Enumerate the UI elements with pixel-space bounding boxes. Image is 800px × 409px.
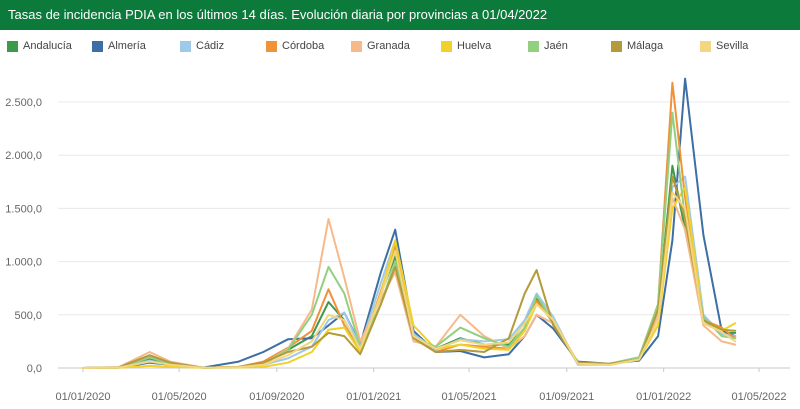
series-line-andalucia [82,164,737,369]
legend-label: Huelva [457,40,492,52]
series-line-granada [82,196,737,369]
x-tick-label: 01/05/2020 [152,391,207,403]
series-line-huelva [82,186,737,369]
series-line-malaga [82,175,737,369]
legend-label: Jaén [544,40,568,52]
y-tick-label: 2.500,0 [5,97,42,109]
y-tick-label: 1.500,0 [5,203,42,215]
legend-swatch [700,40,711,52]
legend-label: Granada [367,40,410,52]
y-tick-label: 500,0 [14,310,42,322]
x-tick-label: 01/09/2020 [249,391,304,403]
legend-item-almeria[interactable]: Almería [92,39,146,53]
x-tick-label: 01/09/2021 [539,391,594,403]
y-tick-label: 2.000,0 [5,150,42,162]
series-line-sevilla [82,191,737,369]
series-line-cadiz [82,175,737,369]
legend-label: Córdoba [282,40,325,52]
legend-swatch [7,40,18,52]
legend-item-jaen[interactable]: Jaén [528,39,568,53]
legend-label: Cádiz [196,40,225,52]
x-tick-label: 01/05/2022 [731,391,786,403]
legend-swatch [180,40,191,52]
legend-swatch [611,40,622,52]
legend-label: Almería [108,40,146,52]
legend-item-sevilla[interactable]: Sevilla [700,39,748,53]
legend-item-cadiz[interactable]: Cádiz [180,39,224,53]
series-line-jaen [82,111,737,369]
x-tick-label: 01/01/2021 [346,391,401,403]
legend-label: Málaga [627,40,664,52]
legend-item-cordoba[interactable]: Córdoba [266,39,324,53]
legend-label: Sevilla [716,40,749,52]
x-tick-label: 01/01/2022 [636,391,691,403]
legend-swatch [441,40,452,52]
legend-swatch [528,40,539,52]
legend-swatch [351,40,362,52]
legend-label: Andalucía [23,40,72,52]
legend-item-malaga[interactable]: Málaga [611,39,663,53]
x-tick-label: 01/01/2020 [55,391,110,403]
chart-title: Tasas de incidencia PDIA en los últimos … [0,0,800,30]
legend-swatch [266,40,277,52]
line-chart: 0,0 500,0 1.000,0 1.500,0 2.000,0 2.500,0 01/0… [5,77,790,403]
x-tick-label: 01/05/2021 [442,391,497,403]
y-tick-label: 1.000,0 [5,257,42,269]
legend-item-andalucia[interactable]: Andalucía [7,39,72,53]
legend-swatch [92,40,103,52]
y-tick-label: 0,0 [27,363,42,375]
legend-item-huelva[interactable]: Huelva [441,39,491,53]
chart-legend: Andalucía Almería Cádiz Córdoba Granada Huelv… [0,30,800,62]
legend-item-granada[interactable]: Granada [351,39,410,53]
